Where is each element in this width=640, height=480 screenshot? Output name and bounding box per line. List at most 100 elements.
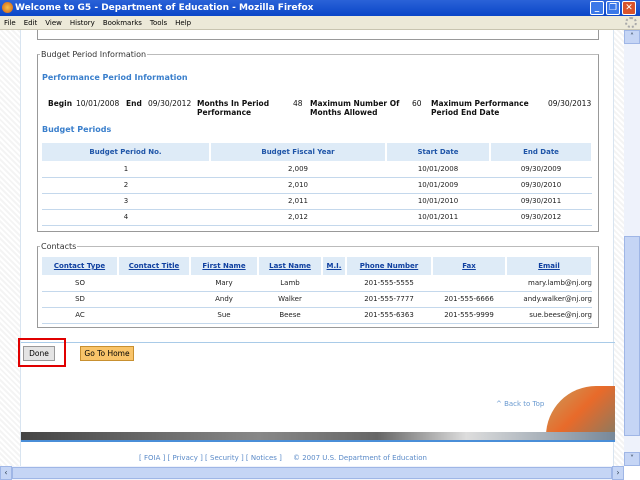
table-cell: 09/30/2012 [490,209,592,226]
hscroll-thumb[interactable] [12,467,612,479]
menu-bookmarks[interactable]: Bookmarks [102,19,142,27]
scroll-right-icon[interactable]: › [612,466,624,480]
back-to-top-link[interactable]: ^ Back to Top [496,400,545,408]
table-row: 3 2,011 10/01/2010 09/30/2011 [42,193,592,210]
table-cell: Lamb [258,275,322,292]
table-row: SD Andy Walker 201-555-7777 201-555-6666 andy… [42,291,592,308]
table-cell [118,307,190,324]
budget-period-section: Budget Period Information Performance Pe… [37,50,599,232]
throbber-icon [625,17,637,28]
horizontal-scrollbar[interactable]: ‹ › [0,466,624,480]
table-cell [322,307,346,324]
col-header-sort-link[interactable]: M.I. [322,257,347,275]
periods-heading: Budget Periods [42,125,112,134]
contacts-section: Contacts Contact Type Contact Title First … [37,242,599,328]
table-cell: 2,012 [210,209,386,226]
table-cell: Mary [190,275,258,292]
table-cell: 3 [42,193,210,210]
table-cell: Sue [190,307,258,324]
table-row: 4 2,012 10/01/2011 09/30/2012 [42,209,592,226]
table-cell: 09/30/2011 [490,193,592,210]
col-header: Budget Period No. [42,143,211,161]
go-to-home-button[interactable]: Go To Home [80,346,134,361]
restore-button[interactable]: ❐ [606,1,620,15]
close-button[interactable]: ✕ [622,1,636,15]
scroll-left-icon[interactable]: ‹ [0,466,12,480]
col-header-sort-link[interactable]: Contact Type [42,257,119,275]
col-header: Budget Fiscal Year [210,143,387,161]
table-row: SO Mary Lamb 201-555-5555 mary.lamb@nj.org [42,275,592,292]
col-header-sort-link[interactable]: Email [506,257,593,275]
footer-notices[interactable]: Notices [250,454,277,462]
col-header-sort-link[interactable]: Fax [432,257,507,275]
months-value: 48 [293,99,303,108]
table-row: AC Sue Beese 201-555-6363 201-555-9999 sue.be… [42,307,592,324]
table-cell: sue.beese@nj.org [506,307,592,324]
max-end-value: 09/30/2013 [548,99,592,108]
menu-view[interactable]: View [45,19,62,27]
scroll-thumb[interactable] [624,236,640,436]
table-cell: Andy [190,291,258,308]
menu-help[interactable]: Help [175,19,192,27]
col-header: Start Date [386,143,491,161]
banner-strip [21,432,615,440]
table-cell: Beese [258,307,322,324]
menu-file[interactable]: File [4,19,16,27]
col-header: End Date [490,143,593,161]
table-cell: 10/01/2010 [386,193,490,210]
scroll-up-icon[interactable]: ˄ [624,30,640,44]
perf-heading: Performance Period Information [42,73,188,82]
table-cell: 4 [42,209,210,226]
table-cell [322,275,346,292]
copyright: © 2007 U.S. Department of Education [293,454,427,462]
firefox-icon [2,2,13,13]
page-content: Budget Period Information Performance Pe… [18,30,615,466]
table-cell [118,291,190,308]
begin-label: Begin [48,99,73,108]
table-cell [118,275,190,292]
table-cell: 10/01/2011 [386,209,490,226]
classroom-image [546,386,615,436]
table-cell: 201-555-6363 [346,307,432,324]
done-button[interactable]: Done [23,346,55,361]
end-value: 09/30/2012 [148,99,192,108]
table-cell: SD [42,291,118,308]
end-label: End [126,99,142,108]
budget-periods-table: Budget Period No. Budget Fiscal Year Sta… [42,143,593,226]
col-header-sort-link[interactable]: Phone Number [346,257,433,275]
table-cell [322,291,346,308]
contacts-legend: Contacts [41,242,77,251]
table-cell: 201-555-7777 [346,291,432,308]
footer-security[interactable]: Security [210,454,239,462]
table-cell: SO [42,275,118,292]
menu-bar: File Edit View History Bookmarks Tools Help [0,16,640,30]
table-cell: andy.walker@nj.org [506,291,592,308]
menu-tools[interactable]: Tools [149,19,168,27]
table-cell: mary.lamb@nj.org [506,275,592,292]
table-cell: 2,009 [210,161,386,178]
highlight-box [18,338,66,367]
vertical-scrollbar[interactable]: ˄ ˅ [624,30,640,466]
menu-edit[interactable]: Edit [23,19,38,27]
table-cell: 1 [42,161,210,178]
table-row: 2 2,010 10/01/2009 09/30/2010 [42,177,592,194]
max-months-value: 60 [412,99,422,108]
table-cell: 2 [42,177,210,194]
footer-foia[interactable]: FOIA [143,454,161,462]
table-cell: 10/01/2009 [386,177,490,194]
footer: [ FOIA ] [ Privacy ] [ Security ] [ Noti… [139,454,427,462]
begin-value: 10/01/2008 [76,99,120,108]
col-header-sort-link[interactable]: First Name [190,257,259,275]
divider [21,342,615,343]
contacts-table: Contact Type Contact Title First Name Last … [42,257,593,324]
menu-history[interactable]: History [69,19,95,27]
budget-legend: Budget Period Information [41,50,147,59]
scroll-down-icon[interactable]: ˅ [624,452,640,466]
footer-privacy[interactable]: Privacy [172,454,198,462]
col-header-sort-link[interactable]: Contact Title [118,257,191,275]
col-header-sort-link[interactable]: Last Name [258,257,323,275]
table-cell: 2,010 [210,177,386,194]
table-cell: 201-555-9999 [432,307,506,324]
minimize-button[interactable]: _ [590,1,604,15]
table-cell: AC [42,307,118,324]
